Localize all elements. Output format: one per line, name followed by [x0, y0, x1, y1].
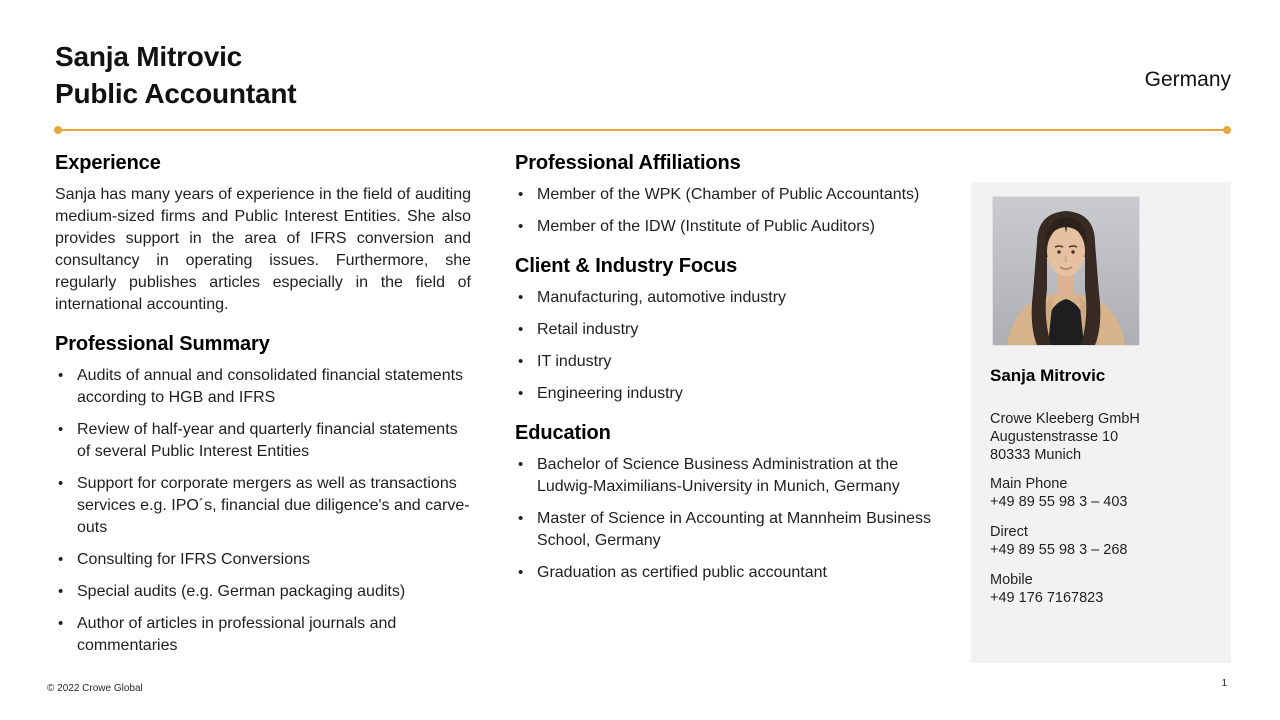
portrait-illustration	[993, 197, 1139, 345]
professional-summary-section: Professional Summary Audits of annual an…	[55, 333, 471, 657]
bullet-item: Engineering industry	[515, 383, 939, 405]
bullet-item: IT industry	[515, 351, 939, 373]
phone-number: +49 176 7167823	[990, 590, 1104, 606]
professional-affiliations-section: Professional Affiliations Member of the …	[515, 152, 939, 238]
bullet-item: Member of the IDW (Institute of Public A…	[515, 216, 939, 238]
contact-direct-phone: Direct +49 89 55 98 3 – 268	[990, 523, 1127, 559]
contact-street: Augustenstrasse 10	[990, 429, 1119, 445]
footer-copyright: © 2022 Crowe Global	[47, 683, 143, 694]
region-label: Germany	[1144, 68, 1231, 91]
portrait-photo	[992, 196, 1140, 346]
bullet-item: Special audits (e.g. German packaging au…	[55, 581, 471, 603]
bullet-item: Member of the WPK (Chamber of Public Acc…	[515, 184, 939, 206]
phone-label: Direct	[990, 524, 1028, 540]
middle-column: Professional Affiliations Member of the …	[515, 152, 939, 594]
contact-company: Crowe Kleeberg GmbH	[990, 411, 1140, 427]
professional-affiliations-list: Member of the WPK (Chamber of Public Acc…	[515, 184, 939, 238]
experience-heading: Experience	[55, 152, 161, 174]
contact-address: Crowe Kleeberg GmbH Augustenstrasse 10 8…	[990, 410, 1140, 464]
phone-label: Mobile	[990, 572, 1033, 588]
bullet-item: Retail industry	[515, 319, 939, 341]
bullet-item: Consulting for IFRS Conversions	[55, 549, 471, 571]
contact-mobile-phone: Mobile +49 176 7167823	[990, 571, 1103, 607]
contact-card: Sanja Mitrovic Crowe Kleeberg GmbH Augus…	[971, 182, 1231, 663]
page-title: Sanja Mitrovic Public Accountant	[55, 38, 297, 112]
education-list: Bachelor of Science Business Administrat…	[515, 454, 939, 584]
professional-affiliations-heading: Professional Affiliations	[515, 152, 741, 174]
contact-name: Sanja Mitrovic	[990, 366, 1106, 385]
professional-summary-list: Audits of annual and consolidated financ…	[55, 365, 471, 657]
client-industry-focus-section: Client & Industry Focus Manufacturing, a…	[515, 255, 939, 405]
client-industry-focus-heading: Client & Industry Focus	[515, 255, 738, 277]
education-section: Education Bachelor of Science Business A…	[515, 422, 939, 584]
divider-dot-right	[1223, 126, 1231, 134]
phone-label: Main Phone	[990, 476, 1068, 492]
experience-body: Sanja has many years of experience in th…	[55, 186, 471, 313]
bullet-item: Master of Science in Accounting at Mannh…	[515, 508, 939, 552]
accent-divider	[54, 126, 1231, 134]
bullet-item: Support for corporate mergers as well as…	[55, 473, 471, 539]
experience-section: Experience Sanja has many years of exper…	[55, 152, 471, 316]
phone-number: +49 89 55 98 3 – 403	[990, 494, 1128, 510]
bullet-item: Graduation as certified public accountan…	[515, 562, 939, 584]
client-industry-focus-list: Manufacturing, automotive industry Retai…	[515, 287, 939, 405]
page-title-name: Sanja Mitrovic	[55, 41, 243, 72]
bullet-item: Bachelor of Science Business Administrat…	[515, 454, 939, 498]
bullet-item: Manufacturing, automotive industry	[515, 287, 939, 309]
professional-summary-heading: Professional Summary	[55, 333, 270, 355]
divider-line	[58, 129, 1227, 131]
left-column: Experience Sanja has many years of exper…	[55, 152, 471, 667]
contact-main-phone: Main Phone +49 89 55 98 3 – 403	[990, 475, 1127, 511]
education-heading: Education	[515, 422, 611, 444]
phone-number: +49 89 55 98 3 – 268	[990, 542, 1128, 558]
bullet-item: Audits of annual and consolidated financ…	[55, 365, 471, 409]
bullet-item: Author of articles in professional journ…	[55, 613, 471, 657]
page-title-role: Public Accountant	[55, 78, 297, 109]
contact-city: 80333 Munich	[990, 447, 1082, 463]
page-number: 1	[1221, 678, 1227, 689]
bullet-item: Review of half-year and quarterly financ…	[55, 419, 471, 463]
